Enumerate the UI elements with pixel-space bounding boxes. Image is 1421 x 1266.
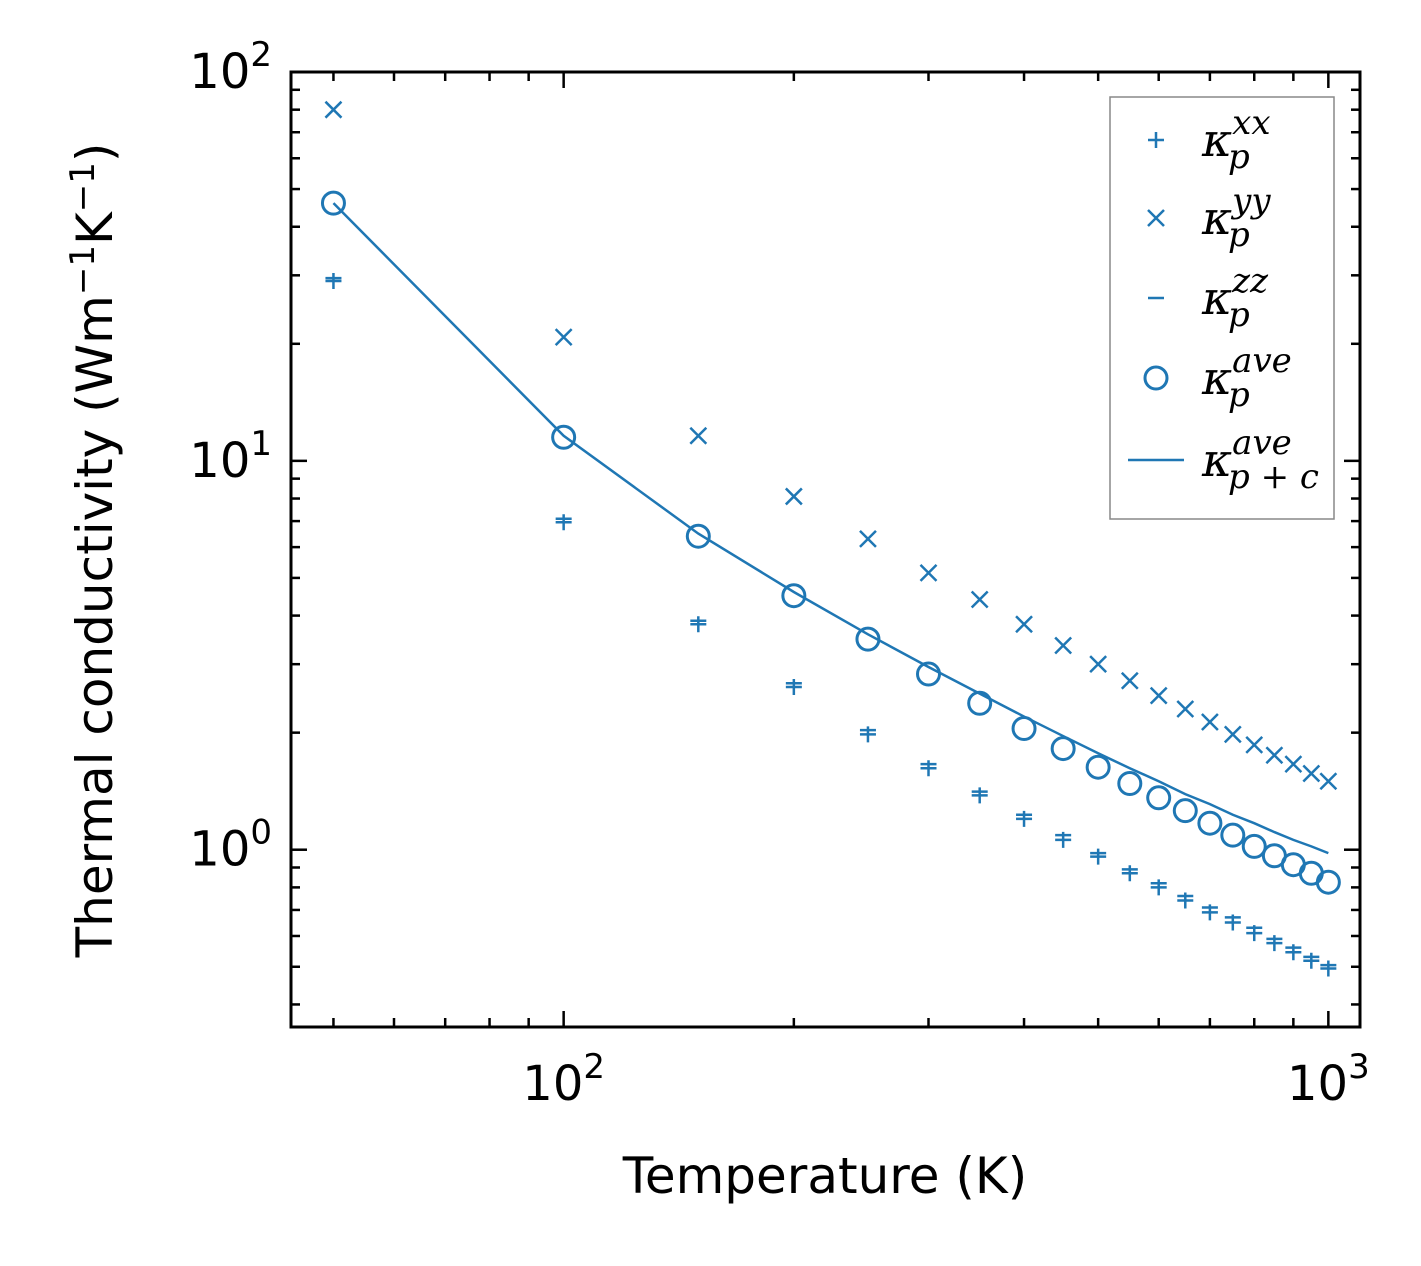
y-tick-label-base: 10 bbox=[189, 44, 250, 100]
legend-label: κave bbox=[1201, 341, 1292, 405]
y-tick-label-exp: 1 bbox=[250, 424, 272, 464]
legend-label-sub: p bbox=[1228, 295, 1250, 335]
y-tick-label-base: 10 bbox=[189, 433, 250, 489]
plot-frame bbox=[289, 70, 1362, 1029]
data-point-plus bbox=[1320, 960, 1337, 977]
legend-label: κxx bbox=[1201, 103, 1271, 167]
data-point-x bbox=[1265, 746, 1284, 765]
x-tick-label-base: 10 bbox=[1287, 1056, 1348, 1112]
legend-label-sub: p bbox=[1228, 215, 1250, 255]
data-point-plus bbox=[690, 616, 707, 633]
series-2 bbox=[325, 276, 1337, 967]
y-tick-label: 100 bbox=[189, 813, 272, 878]
data-point-x bbox=[1284, 755, 1303, 774]
data-point-x bbox=[1120, 671, 1139, 690]
data-point-x bbox=[1245, 736, 1264, 754]
y-axis-title-close: ) bbox=[66, 143, 124, 163]
data-point-x bbox=[689, 426, 708, 445]
legend-marker-x bbox=[1147, 209, 1165, 227]
y-axis-title-exp1: −1 bbox=[63, 245, 103, 295]
data-point-circle bbox=[1172, 798, 1198, 824]
data-point-plus bbox=[325, 273, 342, 290]
y-tick-label-exp: 0 bbox=[250, 813, 272, 853]
data-point-x bbox=[1149, 686, 1168, 705]
x-tick-label-exp: 3 bbox=[1348, 1047, 1370, 1087]
data-point-circle bbox=[1315, 869, 1341, 895]
data-point-x bbox=[1319, 772, 1338, 791]
data-point-x bbox=[784, 487, 803, 506]
series-0 bbox=[325, 273, 1337, 977]
data-point-circle bbox=[1241, 833, 1267, 859]
legend-label-sup: ave bbox=[1232, 423, 1292, 463]
data-point-x bbox=[1201, 713, 1219, 731]
data-point-x bbox=[1054, 636, 1073, 655]
data-point-x bbox=[1015, 615, 1033, 634]
legend-label-kappa: κ bbox=[1201, 433, 1232, 487]
legend-label-kappa: κ bbox=[1201, 191, 1232, 245]
legend-label: κyy bbox=[1201, 181, 1271, 245]
y-axis-title-unit-k: K bbox=[66, 211, 124, 245]
data-point-x bbox=[919, 564, 938, 582]
x-tick-label: 103 bbox=[1287, 1047, 1370, 1112]
legend-marker-circle bbox=[1143, 365, 1169, 391]
data-point-circle bbox=[1117, 771, 1143, 797]
y-axis-title: Thermal conductivity (Wm−1K−1) bbox=[63, 143, 124, 959]
legend-label-sup: xx bbox=[1232, 103, 1270, 143]
data-point-x bbox=[859, 529, 877, 548]
data-point-x bbox=[970, 590, 989, 609]
series-line bbox=[332, 202, 1329, 855]
data-point-circle bbox=[1220, 822, 1246, 848]
data-point-circle bbox=[551, 424, 577, 450]
data-point-plus bbox=[1303, 952, 1320, 969]
y-tick-label: 102 bbox=[189, 35, 272, 100]
legend-label-sup: yy bbox=[1230, 181, 1271, 221]
x-tick-label: 102 bbox=[522, 1047, 605, 1112]
data-point-plus bbox=[785, 679, 802, 696]
legend-box bbox=[1109, 96, 1335, 520]
data-point-circle bbox=[1085, 754, 1111, 780]
x-tick-label-exp: 2 bbox=[583, 1047, 605, 1087]
legend-label-sub: p + c bbox=[1228, 457, 1319, 497]
legend-label-kappa: κ bbox=[1201, 351, 1232, 405]
data-point-x bbox=[1176, 700, 1195, 718]
y-tick-label: 101 bbox=[189, 424, 272, 489]
x-axis-title: Temperature (K) bbox=[622, 1147, 1027, 1205]
legend-label: κzz bbox=[1201, 261, 1269, 325]
legend-label-kappa: κ bbox=[1201, 113, 1232, 167]
data-point-plus bbox=[971, 787, 988, 804]
x-tick-label-base: 10 bbox=[522, 1056, 583, 1112]
data-point-x bbox=[324, 100, 343, 119]
series-1 bbox=[324, 100, 1338, 791]
data-point-circle bbox=[685, 523, 711, 549]
data-point-x bbox=[554, 328, 573, 347]
data-point-circle bbox=[1146, 785, 1172, 811]
data-point-x bbox=[1223, 725, 1242, 744]
legend-label-sup: ave bbox=[1232, 341, 1292, 381]
data-point-x bbox=[1089, 655, 1108, 674]
legend-marker-plus bbox=[1148, 132, 1164, 148]
data-point-circle bbox=[320, 190, 346, 216]
data-point-plus bbox=[1121, 865, 1138, 882]
data-point-circle bbox=[1197, 810, 1223, 836]
series-3 bbox=[320, 190, 1341, 895]
y-axis-title-exp2: −1 bbox=[63, 162, 103, 212]
legend-label-sub: p bbox=[1228, 375, 1250, 415]
data-marks bbox=[320, 100, 1341, 977]
y-tick-label-exp: 2 bbox=[250, 35, 272, 75]
data-point-circle bbox=[781, 583, 807, 609]
series-4 bbox=[332, 202, 1329, 855]
legend-label-sup: zz bbox=[1231, 261, 1269, 301]
legend-label-kappa: κ bbox=[1201, 271, 1232, 325]
y-axis-title-main: Thermal conductivity (Wm bbox=[66, 295, 124, 958]
legend-label: κave bbox=[1201, 423, 1292, 487]
data-point-plus bbox=[1090, 848, 1107, 865]
data-point-plus bbox=[555, 514, 572, 531]
y-tick-label-base: 10 bbox=[189, 822, 250, 878]
legend-label-sub: p bbox=[1228, 137, 1250, 177]
data-point-circle bbox=[1050, 736, 1076, 762]
data-point-x bbox=[1302, 764, 1321, 783]
